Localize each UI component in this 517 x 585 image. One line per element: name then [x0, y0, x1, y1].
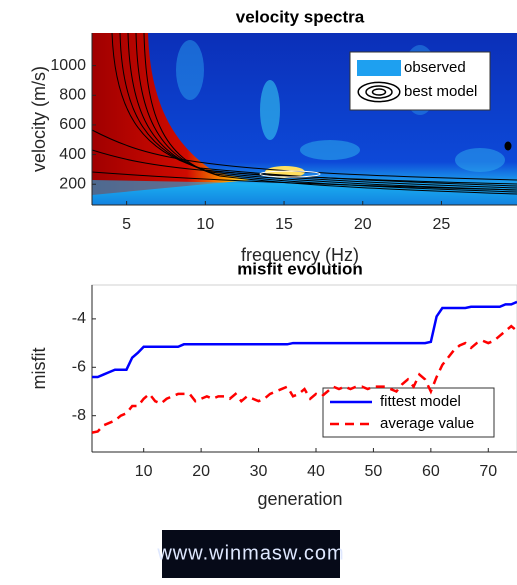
x-tick-label: 20 [192, 463, 210, 480]
x-tick-label: 15 [275, 216, 293, 233]
chart-title: velocity spectra [236, 7, 365, 26]
logo-box [162, 530, 340, 578]
y-tick-label: -4 [72, 310, 86, 327]
x-tick-label: 30 [250, 463, 268, 480]
x-tick-label: 20 [354, 216, 372, 233]
legend-label: average value [380, 415, 474, 432]
y-tick-label: 1000 [50, 57, 86, 74]
x-tick-label: 60 [422, 463, 440, 480]
logo: www.winmasw.com [156, 542, 344, 564]
y-tick-label: 400 [59, 146, 86, 163]
x-tick-label: 70 [479, 463, 497, 480]
x-tick-label: 50 [365, 463, 383, 480]
legend-label: observed [404, 59, 466, 76]
legend-box [322, 387, 495, 438]
y-axis-label: misfit [29, 348, 49, 390]
series-line [91, 324, 517, 434]
y-tick-label: 200 [59, 175, 86, 192]
x-tick-label: 40 [307, 463, 325, 480]
x-axis-label: generation [257, 489, 342, 509]
x-tick-label: 25 [433, 216, 451, 233]
legend-swatch [371, 88, 387, 96]
y-tick-label: -8 [72, 407, 86, 424]
x-tick-label: 10 [135, 463, 153, 480]
legend-label: fittest model [380, 393, 461, 410]
series-line [92, 300, 517, 379]
x-axis-label: frequency (Hz) [241, 245, 359, 265]
x-tick-label: 5 [122, 216, 131, 233]
y-axis-label: velocity (m/s) [29, 66, 49, 172]
legend-swatch [365, 85, 393, 99]
legend-swatch [357, 60, 401, 76]
legend-swatch [357, 81, 401, 103]
y-tick-label: 800 [59, 86, 86, 103]
chart-title: misfit evolution [237, 259, 363, 278]
y-tick-label: -6 [72, 359, 86, 376]
legend-label: best model [404, 83, 477, 100]
x-tick-label: 10 [196, 216, 214, 233]
y-tick-label: 600 [59, 116, 86, 133]
